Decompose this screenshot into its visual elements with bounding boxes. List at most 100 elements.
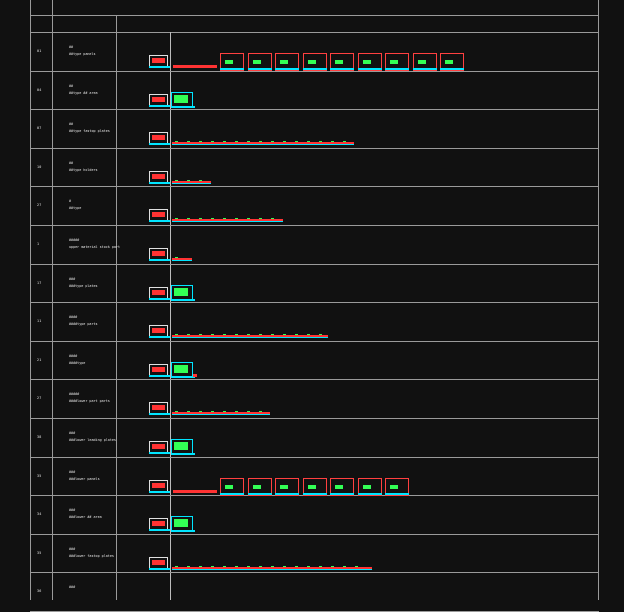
chain-mark [175, 141, 178, 143]
row-thumbnails [0, 342, 624, 380]
chain-mark [355, 565, 358, 567]
row-code: ##### [69, 392, 80, 397]
panel-drawing [220, 53, 244, 71]
chain-mark [307, 565, 310, 567]
table-row: 27 ##### ####lower part parts [0, 380, 624, 419]
row-code: ### [69, 469, 76, 474]
drawing-mark [152, 482, 165, 488]
chain-mark [247, 141, 250, 143]
table-row: 07 ## ##type fastop plates [0, 110, 624, 149]
chain-mark [319, 334, 322, 336]
chain-strip-base [172, 144, 354, 146]
panel-fill [280, 484, 288, 489]
drawing-mark [152, 366, 165, 372]
row-code: ## [69, 83, 74, 88]
chain-strip [173, 65, 217, 68]
row-separator [30, 186, 599, 188]
row-description: ##type fastop plates [69, 129, 110, 134]
grid-col-divider-1 [52, 0, 53, 600]
row-thumbnails [0, 265, 624, 303]
chain-strip-base [172, 221, 283, 223]
chain-mark [271, 334, 274, 336]
chain-mark [223, 411, 226, 413]
drawing-base [149, 490, 170, 493]
chain-mark [223, 565, 226, 567]
chain-strip [193, 373, 197, 377]
row-description: ##type panels [69, 52, 96, 56]
chain-mark [211, 334, 214, 336]
table-row: 36 ### [0, 573, 624, 612]
drawing-base [149, 452, 170, 454]
drawing-mark [152, 521, 165, 527]
panel-drawing [275, 477, 299, 496]
chain-mark [211, 565, 214, 567]
panel-drawing [357, 477, 382, 496]
drawing-mark [152, 173, 165, 179]
drawing-mark [152, 559, 165, 565]
chain-mark [175, 411, 178, 413]
row-number: 36 [37, 589, 42, 594]
panel-drawing [302, 53, 327, 71]
panel-base [220, 68, 244, 70]
drawing-mark [152, 251, 165, 256]
chain-mark [235, 141, 238, 143]
chain-mark [283, 334, 286, 336]
table-row: 1 ##### upper material stock part [0, 226, 624, 265]
area-fill [174, 94, 188, 103]
table-row: 35 ### ###lower panels [0, 458, 624, 497]
row-number: 27 [37, 396, 42, 401]
chain-mark [247, 565, 250, 567]
panel-drawing [440, 53, 464, 71]
drawing-mark [152, 328, 165, 334]
row-thumbnails [0, 496, 624, 534]
panel-fill [445, 60, 453, 64]
chain-mark [187, 218, 190, 220]
chain-mark [319, 565, 322, 567]
row-number: 10 [37, 164, 42, 169]
grid-right-border [598, 0, 599, 600]
area-base [171, 298, 195, 301]
chain-mark [259, 565, 262, 567]
chain-mark [175, 334, 178, 336]
table-row: 17 ### ###type plates [0, 265, 624, 304]
row-code: ## [69, 122, 74, 127]
drawing-mark [152, 405, 165, 411]
panel-fill [335, 484, 343, 489]
row-code: ### [69, 431, 76, 435]
table-row: 11 #### ####type parts [0, 303, 624, 342]
chain-mark [223, 141, 226, 143]
row-code: ### [69, 508, 76, 513]
chain-mark [259, 334, 262, 336]
chain-mark [235, 334, 238, 336]
row-number: 11 [37, 319, 42, 324]
row-separator [30, 224, 599, 226]
row-code: ### [69, 585, 76, 590]
panel-fill [417, 60, 426, 64]
row-number: 04 [37, 87, 42, 92]
chain-mark [175, 179, 178, 181]
row-number: 27 [37, 203, 42, 208]
panel-drawing [302, 477, 327, 496]
row-thumbnails [0, 149, 624, 187]
row-number: 35 [37, 550, 42, 555]
row-description: ###lower leading plates [69, 438, 116, 442]
row-thumbnails [0, 226, 624, 264]
row-number: 38 [37, 435, 42, 439]
thumbnail-baseline-axis [170, 32, 171, 600]
table-row: 04 ## ##type ## area [0, 72, 624, 111]
panel-base [412, 68, 437, 70]
panel-fill [335, 60, 343, 64]
chain-mark [199, 141, 202, 143]
row-description: ##type ## area [69, 90, 98, 95]
drawing-base [149, 297, 170, 300]
chain-strip [172, 566, 372, 569]
chain-mark [271, 565, 274, 567]
panel-fill [390, 60, 398, 64]
row-description: ####lower part parts [69, 399, 110, 404]
grid-header-line-2 [30, 32, 599, 33]
panel-drawing [275, 53, 299, 71]
chain-mark [259, 218, 262, 220]
chain-mark [319, 141, 322, 143]
row-separator [30, 70, 599, 72]
table-row: 27 # ##type [0, 187, 624, 226]
